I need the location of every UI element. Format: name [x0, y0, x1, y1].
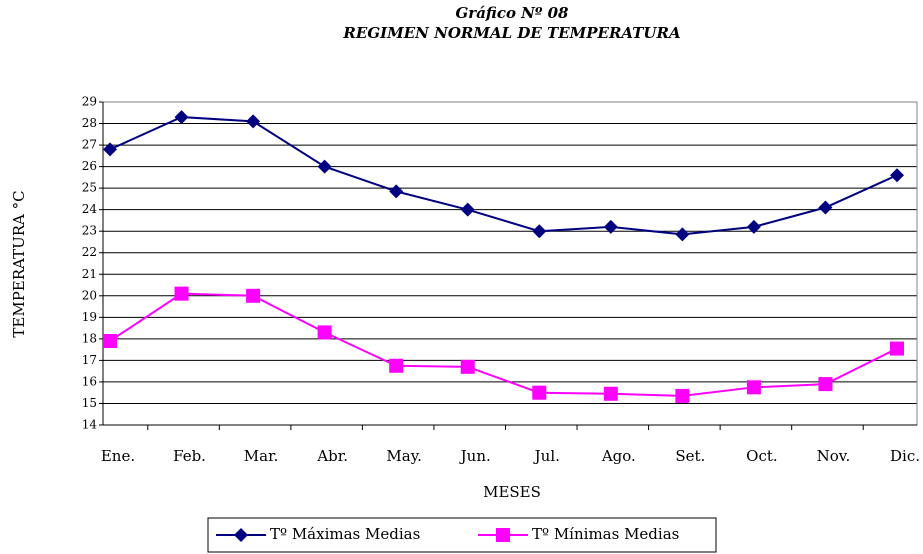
x-tick-label: Nov.	[817, 447, 851, 465]
data-point	[603, 386, 618, 401]
data-point	[675, 227, 690, 242]
y-axis-label: TEMPERATURA °C	[10, 190, 28, 337]
y-tick-label: 17	[82, 353, 97, 367]
x-tick-label: Mar.	[244, 447, 279, 465]
y-tick-label: 22	[82, 245, 97, 259]
data-point	[746, 380, 761, 395]
data-point	[460, 202, 475, 217]
data-point	[317, 325, 332, 340]
data-point	[818, 200, 833, 215]
y-tick-label: 26	[82, 159, 97, 173]
y-tick-label: 15	[82, 396, 97, 410]
chart-subtitle: REGIMEN NORMAL DE TEMPERATURA	[342, 24, 680, 42]
x-tick-label: Ene.	[101, 447, 135, 465]
plot-frame	[102, 101, 918, 426]
y-tick-label: 28	[82, 116, 97, 130]
legend-marker	[496, 528, 510, 542]
legend-label: Tº Máximas Medias	[270, 525, 420, 543]
data-point	[675, 388, 690, 403]
data-point	[103, 334, 117, 349]
x-tick-label: Feb.	[173, 447, 206, 465]
y-tick-label: 23	[82, 224, 97, 238]
y-tick-label: 25	[82, 181, 97, 195]
data-point	[317, 159, 332, 174]
series-line	[109, 116, 898, 236]
y-tick-label: 21	[82, 267, 97, 281]
x-tick-label: Jul.	[533, 447, 560, 465]
data-point	[174, 286, 189, 301]
data-point	[532, 224, 547, 239]
data-point	[460, 359, 475, 374]
x-axis-label: MESES	[483, 483, 541, 501]
x-tick-label: Dic.	[890, 447, 920, 465]
data-point	[603, 219, 618, 234]
y-tick-label: 27	[82, 138, 97, 152]
x-tick-label: Oct.	[746, 447, 778, 465]
data-point	[103, 142, 117, 157]
data-point	[890, 168, 904, 183]
y-tick-label: 20	[82, 288, 97, 302]
chart-title: Gráfico Nº 08	[455, 4, 569, 22]
series-line	[109, 292, 898, 397]
legend-label: Tº Mínimas Medias	[532, 525, 679, 543]
y-tick-label: 14	[82, 418, 98, 432]
data-point	[174, 110, 189, 125]
data-point	[389, 184, 404, 199]
y-tick-label: 29	[82, 95, 97, 109]
data-point	[246, 288, 261, 303]
y-tick-label: 19	[82, 310, 97, 324]
data-point	[746, 219, 761, 234]
data-point	[389, 358, 404, 373]
y-tick-label: 16	[82, 374, 97, 388]
x-tick-label: May.	[386, 447, 422, 465]
legend-marker	[234, 528, 248, 542]
data-point	[818, 377, 833, 392]
legend-box	[207, 517, 717, 553]
data-point	[890, 341, 904, 356]
x-tick-label: Abr.	[316, 447, 348, 465]
data-point	[532, 385, 547, 400]
y-tick-label: 24	[82, 202, 98, 216]
x-tick-label: Jun.	[459, 447, 491, 465]
x-tick-label: Ago.	[601, 447, 636, 465]
x-tick-label: Set.	[675, 447, 705, 465]
y-tick-label: 18	[82, 331, 97, 345]
data-point	[246, 114, 261, 129]
